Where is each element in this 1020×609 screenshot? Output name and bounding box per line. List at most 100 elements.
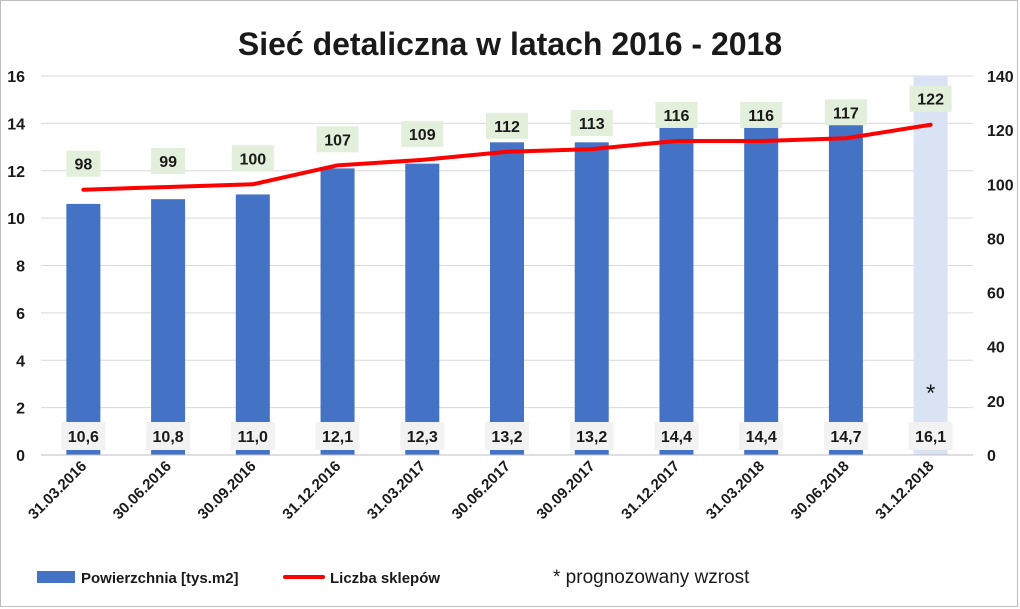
bar-value-label: 14,4: [746, 429, 777, 446]
forecast-column: [913, 76, 948, 455]
bar-value-label: 12,3: [407, 429, 438, 446]
y-right-tick-label: 20: [987, 394, 1005, 411]
line-value-label: 116: [664, 108, 690, 125]
y-right-tick-label: 40: [987, 340, 1005, 357]
chart-title: Sieć detaliczna w latach 2016 - 2018: [238, 26, 782, 62]
bar-value-label-bg: [230, 422, 275, 450]
line-point: [167, 185, 170, 188]
data-labels: 10,6 10,8 11,0 12,1 12,3 13,2 13,2 14,4 14,4 14,7…: [61, 85, 953, 450]
y-right-tick-label: 140: [987, 69, 1014, 86]
line-value-label-bg: [486, 112, 528, 139]
bar: [490, 142, 524, 455]
y-left-tick-label: 14: [7, 116, 25, 133]
line-value-label: 113: [579, 116, 605, 133]
bar-value-label: 12,1: [322, 429, 353, 446]
bar-value-label-bg: [315, 422, 360, 450]
y-left-tick-label: 6: [16, 306, 25, 323]
forecast-marker: *: [926, 380, 935, 407]
bar-value-label: 10,6: [68, 429, 99, 446]
line-point: [590, 148, 593, 151]
y-right-tick-label: 0: [987, 448, 996, 465]
line-value-label: 98: [74, 157, 92, 174]
x-category-label: 31.12.2017: [618, 458, 683, 523]
bar: [405, 163, 440, 456]
line-point: [844, 137, 847, 140]
bar-value-label-bg: [485, 422, 529, 450]
line-value-label: 109: [409, 127, 436, 144]
bar-value-label: 13,2: [576, 429, 607, 446]
line-value-label-bg: [66, 150, 101, 177]
x-category-label: 31.03.2017: [364, 458, 429, 523]
line-value-label: 116: [748, 108, 774, 125]
line-value-label-bg: [824, 99, 867, 126]
y-right-tick-label: 120: [987, 123, 1014, 140]
legend-line-label: Liczba sklepów: [330, 570, 440, 587]
y-left-tick-label: 2: [16, 401, 25, 418]
x-category-label: 31.12.2016: [279, 458, 344, 523]
bar-value-label-bg: [739, 422, 784, 450]
line-point: [675, 139, 678, 142]
y-left-tick-label: 16: [7, 69, 25, 86]
line-value-label: 112: [494, 119, 520, 136]
line-series: [81, 122, 933, 192]
bar-series: [66, 76, 948, 456]
line-point: [251, 183, 254, 186]
bar-value-label: 14,7: [830, 429, 861, 446]
line-value-label-bg: [231, 145, 274, 172]
bar-value-label-bg: [654, 422, 699, 450]
x-category-label: 30.06.2017: [449, 458, 514, 523]
x-category-label: 30.06.2018: [788, 458, 853, 523]
bar-value-label-bg: [61, 422, 106, 450]
line-point: [929, 123, 932, 126]
y-left-tick-label: 8: [16, 259, 25, 276]
line-point: [421, 158, 424, 161]
line-value-label-bg: [316, 126, 359, 153]
y-right-tick-label: 60: [987, 286, 1005, 303]
bar-value-label: 13,2: [491, 429, 522, 446]
x-category-label: 31.03.2018: [703, 458, 768, 523]
bar: [66, 203, 101, 455]
line-value-label: 122: [917, 92, 944, 109]
line-value-label-bg: [570, 110, 613, 137]
bar: [828, 106, 863, 455]
x-category-label: 30.06.2016: [110, 458, 175, 523]
legend-bar-label: Powierzchnia [tys.m2]: [81, 570, 239, 587]
forecast-note: * prognozowany wzrost: [553, 567, 750, 588]
y-left-tick-label: 0: [16, 448, 25, 465]
x-category-label: 31.12.2018: [872, 458, 937, 523]
bar-value-label-bg: [823, 422, 868, 450]
line-value-label: 107: [324, 132, 351, 149]
bar-value-label-bg: [908, 422, 953, 450]
bar: [151, 199, 186, 455]
bar: [235, 194, 270, 455]
line-value-label-bg: [655, 101, 698, 128]
line-value-label-bg: [401, 120, 444, 147]
bar-value-label: 11,0: [238, 429, 268, 446]
y-left-tick-label: 12: [7, 164, 25, 181]
x-category-label: 30.09.2016: [195, 458, 260, 523]
line-value-label-bg: [909, 85, 952, 112]
y-left-tick-label: 4: [16, 353, 25, 370]
bar-value-label: 14,4: [661, 429, 692, 446]
y-right-tick-label: 100: [987, 177, 1014, 194]
bar: [320, 168, 355, 455]
bar: [659, 113, 694, 456]
x-category-label: 31.03.2016: [25, 458, 90, 523]
bar: [574, 142, 609, 455]
bar: [744, 113, 779, 456]
legend: Powierzchnia [tys.m2] Liczba sklepów * p…: [37, 567, 750, 588]
legend-bar-swatch: [37, 571, 75, 583]
line-value-label: 99: [159, 154, 177, 171]
line-point: [506, 150, 508, 153]
bar-value-label-bg: [569, 422, 614, 450]
line-value-label: 100: [239, 151, 266, 168]
y-left-tick-label: 10: [7, 211, 25, 228]
y-right-tick-label: 80: [987, 231, 1005, 248]
x-category-label: 30.09.2017: [533, 458, 598, 523]
line-value-label: 117: [833, 105, 859, 122]
line-value-label-bg: [151, 147, 186, 174]
line-point: [760, 139, 763, 142]
bar-value-label-bg: [400, 422, 445, 450]
